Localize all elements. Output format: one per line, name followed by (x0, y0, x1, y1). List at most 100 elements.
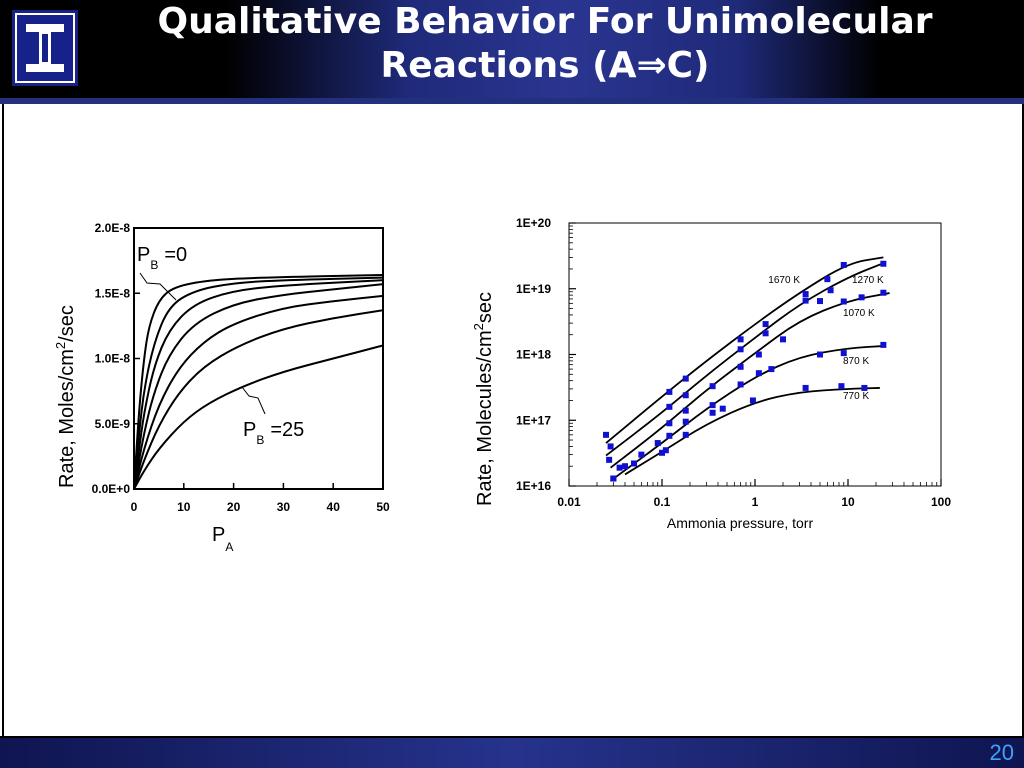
x-tick-labels: 0 10 20 30 40 50 (131, 500, 390, 514)
data-point (666, 432, 673, 439)
annotation-pb-0-main: P (137, 244, 150, 266)
rate-curve-6 (133, 309, 384, 490)
data-point (755, 370, 762, 377)
data-point (682, 375, 689, 382)
slide-title: Qualitative Behavior For Unimolecular Re… (90, 0, 1000, 98)
tick-marks (568, 222, 942, 487)
data-point (749, 397, 756, 404)
data-point (768, 366, 775, 373)
x-axis-label-main: P (212, 524, 225, 546)
data-point (654, 440, 661, 447)
data-point (840, 298, 847, 305)
data-point (861, 384, 868, 391)
data-point (802, 291, 809, 298)
y-axis-label-main: Rate, Molecules/cm (474, 330, 496, 506)
data-point (709, 402, 716, 409)
data-point (603, 431, 610, 438)
fit-curve-770k (624, 387, 880, 476)
annotation-pb-25-leader (241, 386, 266, 415)
series-labels: 1670 K 1270 K 1070 K 870 K 770 K (768, 275, 884, 402)
y-tick-label: 1E+18 (516, 348, 551, 362)
x-tick-label: 10 (841, 495, 855, 509)
x-tick-label: 30 (277, 500, 291, 514)
y-axis-label-sup: 2 (53, 342, 68, 349)
annotation-pb-25-value: =25 (270, 419, 304, 441)
title-line-2: Reactions (A⇒C) (90, 44, 1000, 88)
rate-curve-7 (133, 344, 384, 490)
data-point (621, 463, 628, 470)
y-axis-label-suffix: sec (474, 292, 496, 323)
data-point (840, 261, 847, 268)
data-point (607, 443, 614, 450)
y-axis-label: Rate, Moles/cm2/sec (53, 305, 78, 488)
y-tick-label: 1.0E-8 (95, 352, 131, 366)
rate-curve-4 (133, 283, 384, 490)
series-label-1070k: 1070 K (843, 308, 875, 319)
data-point (779, 336, 786, 343)
data-point (616, 464, 623, 471)
series-label-1670k: 1670 K (768, 275, 800, 286)
series-label-1270k: 1270 K (852, 275, 884, 286)
data-point (802, 384, 809, 391)
data-point (880, 341, 887, 348)
title-line-1: Qualitative Behavior For Unimolecular (157, 1, 933, 42)
x-axis-label: Ammonia pressure, torr (667, 515, 814, 531)
data-point (682, 418, 689, 425)
y-axis-label-suffix: /sec (56, 305, 78, 342)
y-tick-labels: 1E+16 1E+17 1E+18 1E+19 1E+20 (516, 216, 551, 493)
data-point (682, 392, 689, 399)
data-point (817, 351, 824, 358)
data-point (880, 260, 887, 267)
y-axis-label-main: Rate, Moles/cm (56, 349, 78, 488)
footer-rule (0, 736, 1024, 738)
annotation-pb-25: PB =25 (243, 419, 304, 447)
title-line-2-prefix: Reactions (A (380, 45, 637, 86)
title-bar (0, 0, 1024, 98)
rate-curve-3 (133, 279, 384, 490)
data-point (606, 456, 613, 463)
y-tick-label: 0.0E+0 (92, 482, 131, 496)
fit-curve-1270k (605, 261, 886, 457)
data-point (755, 351, 762, 358)
series-label-870k: 870 K (843, 356, 869, 367)
title-rule (0, 98, 1024, 104)
data-point (762, 321, 769, 328)
data-point (666, 388, 673, 395)
rate-curve-2 (133, 276, 384, 490)
fit-curve-1070k (610, 292, 890, 469)
data-point (817, 298, 824, 305)
x-axis-label: PA (212, 524, 233, 554)
x-tick-label: 0.01 (557, 495, 581, 509)
y-tick-label: 1E+17 (516, 413, 551, 427)
annotation-pb-0: PB =0 (137, 244, 187, 272)
annotation-pb-0-value: =0 (164, 244, 187, 266)
illinois-block-i-icon (12, 10, 78, 86)
x-tick-label: 100 (931, 495, 951, 509)
data-point (666, 403, 673, 410)
reaction-arrow-icon: ⇒ (636, 45, 667, 86)
data-point (662, 447, 669, 454)
y-tick-label: 1E+19 (516, 282, 551, 296)
x-tick-label: 0 (131, 500, 138, 514)
y-tick-label: 1.5E-8 (95, 286, 131, 300)
data-point (737, 363, 744, 370)
x-tick-label: 1 (752, 495, 759, 509)
y-axis-label: Rate, Molecules/cm2sec (471, 292, 496, 506)
data-point (682, 407, 689, 414)
data-point (666, 420, 673, 427)
data-point (858, 294, 865, 301)
x-tick-label: 50 (376, 500, 390, 514)
data-point (838, 383, 845, 390)
data-point (682, 431, 689, 438)
annotation-pb-25-sub: B (256, 433, 264, 447)
title-line-2-suffix: C) (666, 45, 710, 86)
y-tick-label: 5.0E-9 (95, 417, 131, 431)
y-tick-label: 2.0E-8 (95, 221, 131, 235)
data-point (631, 460, 638, 467)
annotation-pb-25-main: P (243, 419, 256, 441)
data-point (709, 409, 716, 416)
data-point (880, 289, 887, 296)
annotation-pb-0-sub: B (150, 258, 158, 272)
